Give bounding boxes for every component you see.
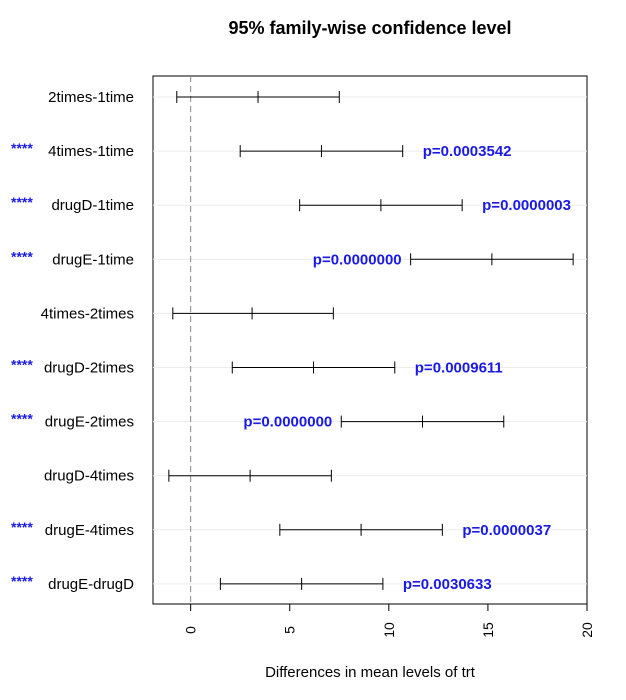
comparison-label: drugD-4times — [44, 468, 134, 485]
p-value-label: p=0.0009611 — [415, 360, 503, 377]
x-tick-label: 15 — [480, 622, 496, 638]
p-value-label: p=0.0000037 — [462, 522, 551, 539]
p-value-label: p=0.0000003 — [482, 197, 571, 214]
x-axis-label: Differences in mean levels of trt — [265, 664, 476, 681]
p-value-label: p=0.0000000 — [243, 414, 332, 431]
significance-stars: **** — [11, 194, 33, 210]
comparison-label: 4times-2times — [41, 305, 134, 322]
comparison-label: drugD-2times — [44, 360, 134, 377]
significance-stars: **** — [11, 248, 33, 264]
interval-marks: p=0.0003542 p=0.0000003 p=0.0000000 p=0.000… — [168, 91, 574, 593]
comparison-label: drugE-4times — [45, 522, 134, 539]
comparison-label: drugE-drugD — [48, 576, 134, 593]
x-axis: 0 5 10 15 20 — [183, 603, 595, 638]
grid-lines — [153, 96, 587, 585]
significance-stars: **** — [11, 357, 33, 373]
x-tick-label: 5 — [282, 626, 298, 634]
p-value-label: p=0.0030633 — [403, 576, 492, 593]
significance-stars: **** — [11, 519, 33, 535]
p-value-label: p=0.0003542 — [423, 143, 512, 160]
comparison-label: drugE-2times — [45, 414, 134, 431]
x-tick-label: 10 — [381, 622, 397, 638]
comparison-label: drugE-1time — [52, 251, 134, 268]
comparison-label: 4times-1time — [48, 143, 134, 160]
comparison-label: drugD-1time — [51, 197, 134, 214]
comparison-labels: 2times-1time 4times-1time **** drugD-1time *… — [11, 89, 134, 593]
comparison-label: 2times-1time — [48, 89, 134, 106]
x-tick-label: 20 — [579, 622, 595, 638]
significance-stars: **** — [11, 140, 33, 156]
chart-title: 95% family-wise confidence level — [228, 18, 511, 38]
p-value-label: p=0.0000000 — [313, 251, 402, 268]
x-tick-label: 0 — [183, 626, 199, 634]
significance-stars: **** — [11, 411, 33, 427]
significance-stars: **** — [11, 573, 33, 589]
